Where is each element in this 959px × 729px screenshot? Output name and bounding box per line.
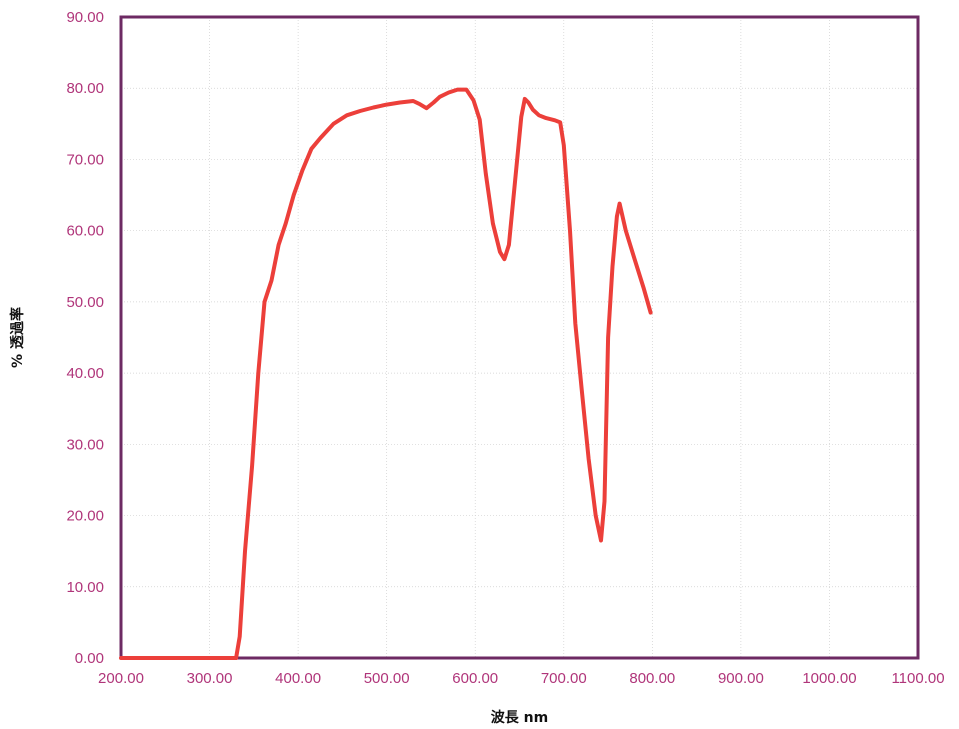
x-tick-label: 500.00	[364, 670, 410, 687]
x-tick-label: 800.00	[629, 670, 675, 687]
transmittance-line	[119, 87, 653, 660]
x-tick-label: 900.00	[718, 670, 764, 687]
y-axis-title: % 透過率	[9, 307, 26, 368]
y-tick-label: 80.00	[66, 80, 104, 97]
x-tick-label: 400.00	[275, 670, 321, 687]
plot-frame	[119, 15, 920, 660]
y-tick-label: 0.00	[75, 650, 104, 667]
y-tick-label: 50.00	[66, 294, 104, 311]
series-layer	[119, 87, 653, 660]
grid-lines	[121, 17, 918, 658]
y-tick-label: 10.00	[66, 579, 104, 596]
y-tick-label: 40.00	[66, 365, 104, 382]
x-axis-title: 波長 nm	[491, 709, 548, 726]
y-axis-ticks: 0.00 10.00 20.00 30.00 40.00 50.00 60.00 70.00 8…	[66, 9, 104, 667]
x-tick-label: 1000.00	[802, 670, 856, 687]
y-tick-label: 70.00	[66, 151, 104, 168]
y-tick-label: 60.00	[66, 223, 104, 240]
y-tick-label: 90.00	[66, 9, 104, 26]
x-axis-ticks: 200.00 300.00 400.00 500.00 600.00 700.00 800.…	[98, 670, 945, 687]
x-tick-label: 200.00	[98, 670, 144, 687]
x-tick-label: 1100.00	[891, 670, 944, 687]
x-tick-label: 600.00	[452, 670, 498, 687]
y-tick-label: 30.00	[66, 436, 104, 453]
x-tick-label: 700.00	[541, 670, 587, 687]
y-tick-label: 20.00	[66, 508, 104, 525]
x-tick-label: 300.00	[187, 670, 233, 687]
